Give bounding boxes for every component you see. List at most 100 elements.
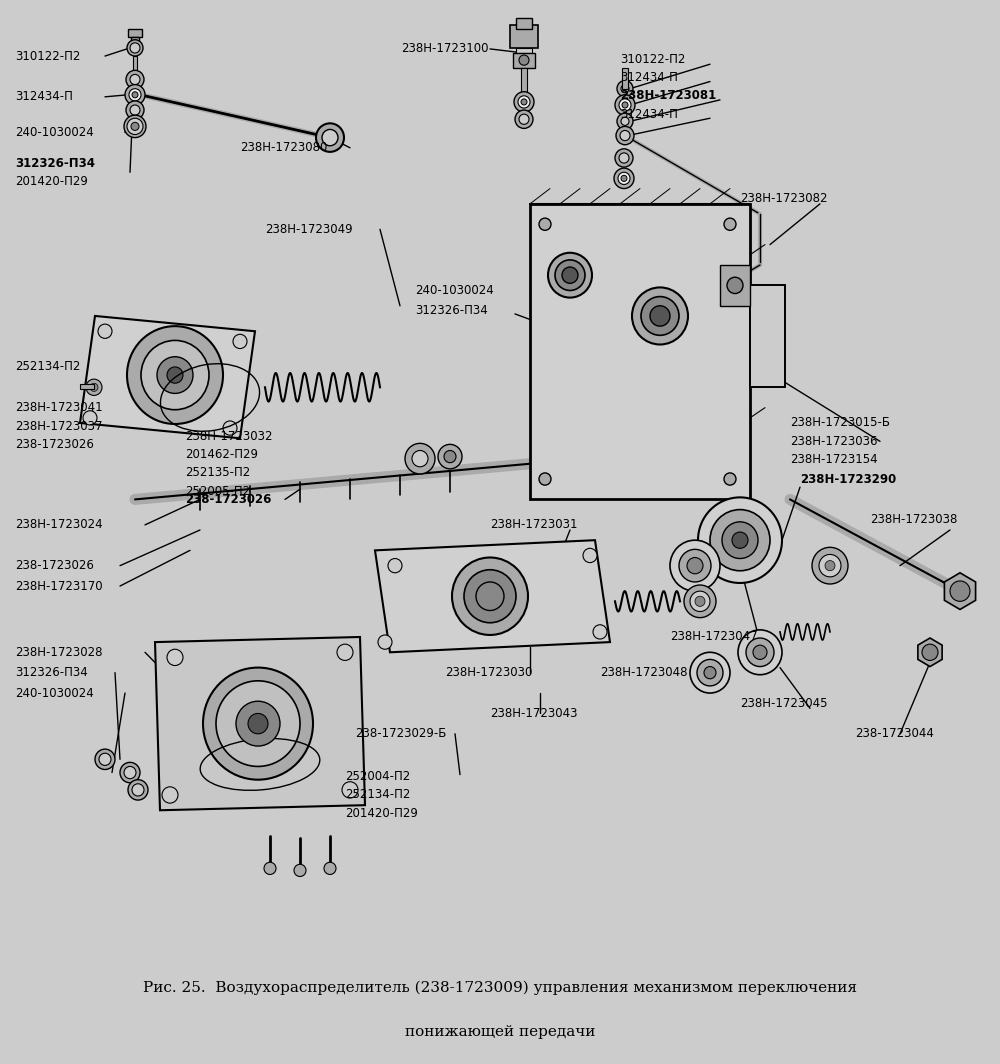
- Text: 238Н-1723031: 238Н-1723031: [490, 518, 578, 531]
- Circle shape: [724, 472, 736, 485]
- Circle shape: [695, 596, 705, 606]
- Circle shape: [127, 327, 223, 423]
- Text: 252004-П2: 252004-П2: [345, 770, 410, 783]
- Circle shape: [124, 766, 136, 779]
- Text: 238Н-1723048: 238Н-1723048: [600, 666, 688, 679]
- Text: 312434-П: 312434-П: [620, 107, 678, 120]
- Circle shape: [697, 660, 723, 686]
- Circle shape: [322, 130, 338, 146]
- Circle shape: [618, 172, 630, 184]
- Text: понижающей передачи: понижающей передачи: [405, 1025, 595, 1040]
- Circle shape: [698, 497, 782, 583]
- Circle shape: [98, 325, 112, 338]
- Circle shape: [476, 582, 504, 611]
- Text: 240-1030024: 240-1030024: [15, 686, 94, 699]
- Circle shape: [562, 267, 578, 283]
- Text: 252134-П2: 252134-П2: [345, 788, 410, 801]
- Circle shape: [710, 510, 770, 570]
- Text: 238-1723029-Б: 238-1723029-Б: [355, 728, 446, 741]
- Circle shape: [619, 99, 631, 111]
- Circle shape: [167, 367, 183, 383]
- Bar: [622, 68, 628, 88]
- Circle shape: [120, 763, 140, 783]
- Text: 238Н-1723154: 238Н-1723154: [790, 453, 878, 466]
- Text: 238Н-1723045: 238Н-1723045: [740, 697, 828, 710]
- Bar: [516, 18, 532, 29]
- Circle shape: [316, 123, 344, 152]
- Text: 310122-П2: 310122-П2: [620, 52, 685, 66]
- Circle shape: [130, 43, 140, 53]
- Text: 238Н-1723170: 238Н-1723170: [15, 580, 103, 593]
- Text: 252134-П2: 252134-П2: [15, 361, 80, 373]
- Text: 238Н-1723032: 238Н-1723032: [185, 430, 272, 443]
- Polygon shape: [80, 316, 255, 438]
- Circle shape: [825, 561, 835, 570]
- Circle shape: [622, 102, 628, 109]
- Circle shape: [452, 558, 528, 635]
- Text: 238Н-1723290: 238Н-1723290: [800, 472, 896, 485]
- Bar: [720, 265, 750, 305]
- Circle shape: [819, 554, 841, 577]
- Text: 238Н-1723047: 238Н-1723047: [670, 631, 758, 644]
- Circle shape: [621, 176, 627, 182]
- Text: 240-1030024: 240-1030024: [15, 126, 94, 139]
- Circle shape: [690, 592, 710, 612]
- Text: 201420-П29: 201420-П29: [15, 174, 88, 188]
- Bar: [750, 285, 785, 387]
- Circle shape: [125, 85, 145, 105]
- Circle shape: [670, 541, 720, 592]
- Text: 238Н-1723100: 238Н-1723100: [401, 43, 489, 55]
- Text: 201462-П29: 201462-П29: [185, 448, 258, 461]
- Circle shape: [127, 118, 143, 134]
- Text: 312434-П: 312434-П: [15, 90, 73, 103]
- Circle shape: [264, 862, 276, 875]
- Text: 252005-П2: 252005-П2: [185, 485, 250, 498]
- Circle shape: [127, 39, 143, 56]
- Circle shape: [444, 450, 456, 463]
- Circle shape: [620, 131, 630, 140]
- Circle shape: [132, 784, 144, 796]
- Text: 238Н-1723043: 238Н-1723043: [490, 706, 578, 720]
- Text: 238Н-1723028: 238Н-1723028: [15, 646, 103, 659]
- Circle shape: [738, 630, 782, 675]
- Circle shape: [90, 383, 98, 392]
- Text: 201420-П29: 201420-П29: [345, 807, 418, 820]
- Circle shape: [514, 92, 534, 112]
- Circle shape: [722, 521, 758, 559]
- Text: 240-1030024: 240-1030024: [415, 284, 494, 297]
- Circle shape: [616, 127, 634, 145]
- Text: 238Н-1723015-Б: 238Н-1723015-Б: [790, 416, 890, 430]
- Circle shape: [615, 95, 635, 115]
- Circle shape: [162, 786, 178, 803]
- Text: 238Н-1723024: 238Н-1723024: [15, 518, 103, 531]
- Circle shape: [583, 548, 597, 563]
- Circle shape: [126, 101, 144, 119]
- Circle shape: [687, 558, 703, 573]
- Circle shape: [617, 81, 633, 97]
- Text: 312326-П34: 312326-П34: [415, 304, 488, 317]
- Text: 238Н-1723030: 238Н-1723030: [445, 666, 532, 679]
- Circle shape: [342, 782, 358, 798]
- Circle shape: [130, 74, 140, 85]
- Circle shape: [129, 88, 141, 101]
- Text: 238-1723026: 238-1723026: [15, 438, 94, 451]
- Text: 312326-П34: 312326-П34: [15, 666, 88, 679]
- Text: 238Н-1723041: 238Н-1723041: [15, 401, 103, 414]
- Bar: [133, 56, 137, 77]
- Circle shape: [724, 218, 736, 230]
- Circle shape: [690, 652, 730, 693]
- Text: 312326-П34: 312326-П34: [15, 156, 95, 169]
- Bar: [521, 68, 527, 99]
- Circle shape: [236, 701, 280, 746]
- Circle shape: [132, 92, 138, 98]
- Circle shape: [704, 666, 716, 679]
- Text: 238Н-1723049: 238Н-1723049: [265, 222, 353, 236]
- Circle shape: [621, 117, 629, 126]
- Circle shape: [438, 445, 462, 469]
- Text: 310122-П2: 310122-П2: [15, 50, 80, 63]
- Bar: [513, 53, 535, 68]
- Circle shape: [95, 749, 115, 769]
- Circle shape: [167, 649, 183, 666]
- Circle shape: [83, 411, 97, 425]
- Circle shape: [727, 278, 743, 294]
